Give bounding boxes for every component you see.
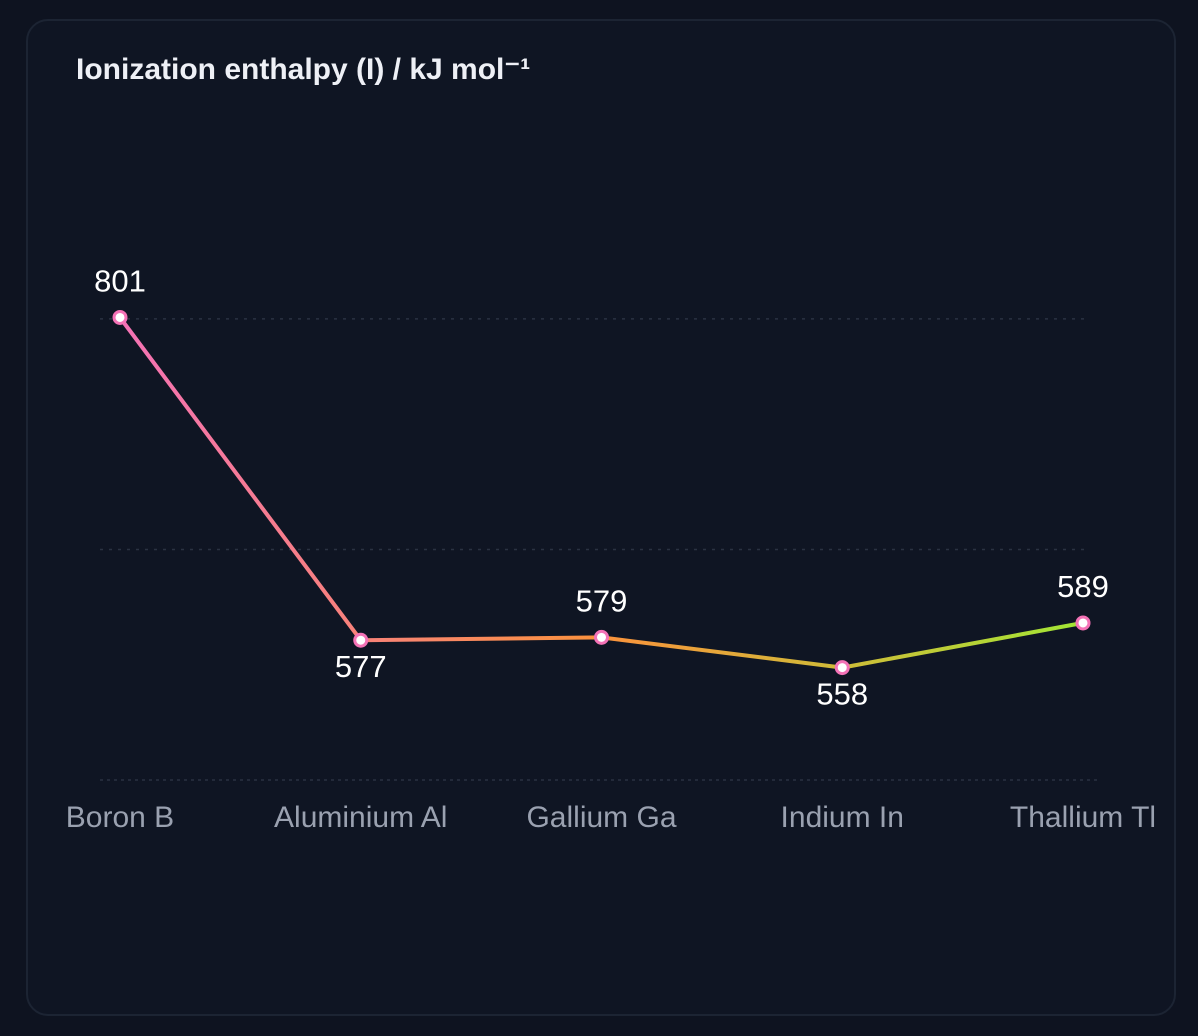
data-point (594, 629, 609, 645)
data-label: 801 (94, 263, 146, 298)
label-layer: 801 577 579 558 589 (94, 263, 1109, 711)
data-point (353, 632, 369, 648)
chart-title: Ionization enthalpy (I) / kJ mol⁻¹ (76, 53, 531, 86)
data-label: 589 (1057, 569, 1109, 604)
x-tick-label: Gallium Ga (526, 801, 676, 834)
data-point (1075, 615, 1091, 631)
x-tick-label: Boron B (66, 801, 174, 834)
chart-card (26, 19, 1176, 1016)
tick-layer: Boron B Aluminium Al Gallium Ga Indium In Th… (66, 801, 1156, 834)
x-tick-label: Indium In (781, 801, 904, 834)
grid-layer (100, 318, 1100, 781)
data-label: 577 (335, 649, 387, 684)
point-layer (112, 309, 1091, 676)
data-label: 558 (816, 677, 868, 712)
x-tick-label: Thallium Tl (1010, 801, 1156, 834)
x-tick-label: Aluminium Al (274, 801, 447, 834)
data-point (112, 309, 128, 325)
data-label: 579 (576, 583, 628, 618)
data-point (834, 660, 850, 676)
